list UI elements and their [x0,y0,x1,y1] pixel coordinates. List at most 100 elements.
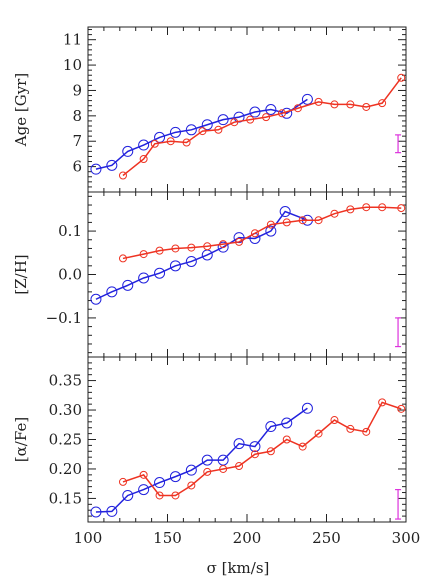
y-axis-label: Age [Gyr] [12,73,30,147]
panel-3: 0.15 0.20 0.25 0.30 0.35 [α/Fe] [12,356,407,523]
y-tick-label: 0.30 [49,401,82,419]
data-point [346,205,355,214]
data-point [330,209,339,218]
data-point [150,139,159,148]
data-point [106,159,118,171]
y-tick-label: 8 [72,107,82,125]
panel-2: −0.1 0.0 0.1 [Z/H] [12,191,407,358]
data-point [171,244,180,253]
data-point [219,240,228,249]
data-point [378,398,387,407]
error-bar [395,134,402,154]
data-point [187,243,196,252]
data-point [203,242,212,251]
data-point [214,125,223,134]
data-point [155,246,164,255]
series-line [95,407,308,513]
data-point [266,447,275,456]
data-point [230,118,239,127]
data-point [203,467,212,476]
data-point [201,119,213,131]
data-point [277,109,286,118]
y-tick-label: 0.1 [58,222,82,240]
data-point [282,218,291,227]
series-line [95,210,308,300]
data-point [154,267,166,279]
data-point [362,203,371,212]
series-line [95,98,308,170]
y-tick-label: −0.1 [46,309,82,327]
data-point [138,484,150,496]
data-point [266,220,275,229]
data-point [378,203,387,212]
data-point [169,471,181,483]
data-point [185,464,197,476]
data-point [169,260,181,272]
data-point [346,424,355,433]
data-point [250,229,259,238]
data-point [90,506,102,518]
data-point [293,104,302,113]
data-point [265,225,277,237]
data-point [265,421,277,433]
data-point [362,427,371,436]
data-point [235,462,244,471]
series-line [122,206,402,260]
data-point [314,97,323,106]
series-red [118,203,406,263]
data-point [201,454,213,466]
data-point [314,216,323,225]
data-point [346,100,355,109]
panel-frame [87,356,407,523]
data-point [301,402,313,414]
data-point [118,477,127,486]
data-point [397,73,406,82]
data-point [314,429,323,438]
data-point [246,115,255,124]
data-point [138,139,150,151]
series-blue [90,93,313,175]
data-point [219,464,228,473]
data-point [169,126,181,138]
y-tick-label: 0.0 [58,266,82,284]
data-point [139,250,148,259]
x-tick-label: 300 [392,529,421,547]
data-point [397,404,406,413]
data-point [250,450,259,459]
data-point [166,137,175,146]
x-tick-label: 150 [153,529,182,547]
data-point [217,241,229,253]
data-point [262,113,271,122]
data-point [154,477,166,489]
data-point [301,93,313,105]
data-point [378,99,387,108]
data-point [233,438,245,450]
data-point [249,441,261,453]
data-point [330,416,339,425]
x-tick-label: 200 [233,529,262,547]
panel-1: 6 7 8 9 10 11 Age [Gyr] [12,26,407,193]
y-tick-label: 0.25 [49,431,82,449]
data-point [265,104,277,115]
data-point [106,286,118,298]
series-blue [90,402,313,518]
x-axis-label: σ [km/s] [207,559,270,577]
data-point [122,145,134,157]
panel-frame [87,191,407,358]
y-tick-label: 9 [72,81,82,99]
data-point [185,124,197,136]
data-point [185,255,197,267]
y-axis-label: [α/Fe] [12,417,30,462]
data-point [171,491,180,500]
series-line [122,77,402,177]
panel-frame [87,26,407,193]
y-tick-label: 6 [72,158,82,176]
y-tick-label: 10 [63,56,82,74]
data-point [217,114,229,126]
y-axis-label: [Z/H] [12,254,30,294]
series-line [122,401,402,497]
data-point [106,505,118,517]
data-point [298,216,307,225]
data-point [138,272,150,284]
